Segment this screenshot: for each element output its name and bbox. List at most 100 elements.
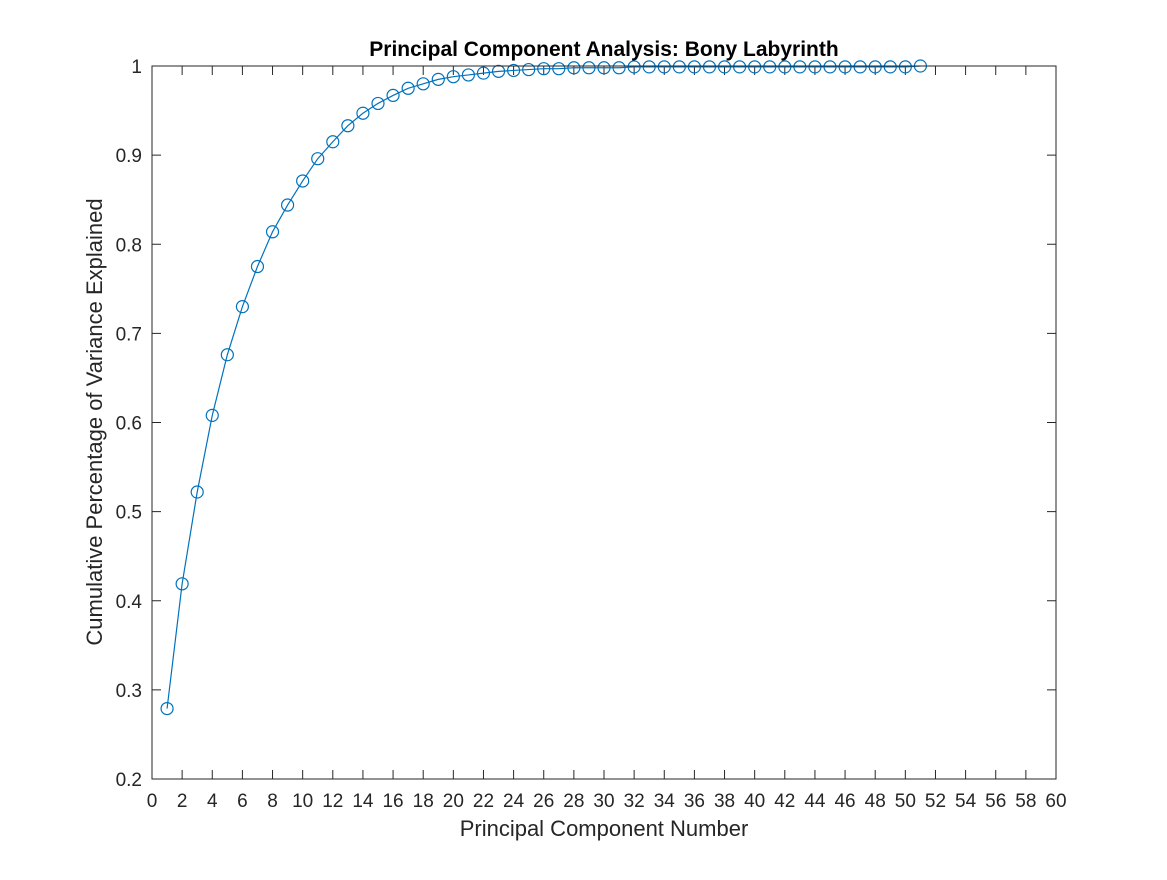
data-point xyxy=(702,60,717,74)
x-tick-label: 58 xyxy=(1015,791,1036,812)
x-tick-label: 26 xyxy=(533,791,554,812)
data-point xyxy=(401,81,415,95)
data-point xyxy=(763,60,777,74)
data-point xyxy=(205,408,219,422)
x-tick-label: 22 xyxy=(473,791,494,812)
series-layer xyxy=(160,59,928,716)
x-tick-label: 46 xyxy=(834,791,855,812)
data-point xyxy=(476,66,491,80)
data-point xyxy=(853,60,867,74)
x-tick-label: 30 xyxy=(593,791,614,812)
x-axis-label: Principal Component Number xyxy=(460,816,749,841)
x-tick-label: 54 xyxy=(955,791,977,812)
x-tick-label: 24 xyxy=(503,791,525,812)
data-point xyxy=(567,61,581,75)
x-tick-label: 52 xyxy=(925,791,946,812)
data-point xyxy=(748,60,762,74)
data-point xyxy=(220,348,234,362)
y-tick-label: 0.2 xyxy=(116,770,142,791)
data-point xyxy=(265,225,280,239)
data-point xyxy=(522,62,536,77)
x-tick-label: 18 xyxy=(413,791,434,812)
x-tick-label: 12 xyxy=(322,791,343,812)
data-point xyxy=(190,485,204,499)
y-tick-label: 0.4 xyxy=(116,592,143,613)
x-tick-label: 10 xyxy=(292,791,313,812)
x-tick-label: 60 xyxy=(1045,791,1066,812)
x-tick-label: 42 xyxy=(774,791,795,812)
y-tick-label: 0.5 xyxy=(116,503,142,524)
x-tick-label: 8 xyxy=(267,791,278,812)
x-tick-label: 44 xyxy=(804,791,826,812)
x-tick-label: 16 xyxy=(382,791,403,812)
x-tick-label: 36 xyxy=(684,791,705,812)
data-point xyxy=(732,60,747,74)
series-line xyxy=(166,65,921,709)
data-point xyxy=(537,62,551,76)
data-point xyxy=(657,60,671,74)
data-point xyxy=(386,88,400,103)
x-tick-label: 2 xyxy=(177,791,188,812)
data-point xyxy=(326,135,340,149)
data-point xyxy=(175,577,189,591)
data-point xyxy=(416,77,430,91)
data-point xyxy=(311,152,325,166)
data-point xyxy=(431,72,445,86)
x-tick-label: 0 xyxy=(147,791,158,812)
x-tick-label: 28 xyxy=(563,791,584,812)
data-point xyxy=(341,119,355,133)
x-tick-label: 50 xyxy=(895,791,916,812)
y-axis-label: Cumulative Percentage of Variance Explai… xyxy=(82,198,107,645)
y-tick-label: 1 xyxy=(131,57,142,78)
data-point xyxy=(371,96,385,111)
data-point xyxy=(250,259,265,274)
data-point xyxy=(296,174,310,188)
data-point xyxy=(612,61,626,75)
data-point xyxy=(491,64,506,78)
data-point xyxy=(823,60,837,74)
data-point xyxy=(642,60,656,74)
data-point xyxy=(552,62,566,76)
data-point xyxy=(627,60,641,74)
chart-title: Principal Component Analysis: Bony Labyr… xyxy=(369,38,838,61)
data-point xyxy=(506,63,521,78)
y-tick-label: 0.8 xyxy=(116,235,142,256)
data-point xyxy=(717,60,732,74)
data-point xyxy=(838,60,852,74)
data-point xyxy=(597,61,611,75)
tick-labels: 0 2 4 6 8 10 12 14 16 18 20 22 24 26 28 30 32 34 36 38 40 42 4… xyxy=(116,57,1067,812)
y-tick-label: 0.9 xyxy=(116,146,142,167)
data-point xyxy=(235,300,249,314)
data-point xyxy=(582,61,596,75)
x-tick-label: 56 xyxy=(985,791,1006,812)
x-tick-label: 6 xyxy=(237,791,248,812)
plot-box xyxy=(151,65,1057,780)
data-point xyxy=(898,60,912,74)
data-point xyxy=(808,60,822,74)
y-tick-label: 0.6 xyxy=(116,414,142,435)
data-point xyxy=(461,68,475,82)
y-tick-label: 0.7 xyxy=(116,324,142,345)
data-point xyxy=(883,60,897,74)
data-point xyxy=(793,60,807,74)
x-tick-label: 48 xyxy=(865,791,886,812)
x-tick-label: 20 xyxy=(443,791,464,812)
x-tick-label: 4 xyxy=(207,791,218,812)
x-tick-label: 34 xyxy=(654,791,676,812)
data-point xyxy=(356,106,370,120)
data-point xyxy=(778,60,792,74)
data-point xyxy=(687,60,702,74)
x-tick-label: 32 xyxy=(624,791,645,812)
data-point xyxy=(868,60,882,74)
y-tick-label: 0.3 xyxy=(116,681,142,702)
data-point xyxy=(160,701,174,716)
plot-background xyxy=(152,66,1056,779)
x-tick-label: 14 xyxy=(352,791,374,812)
data-point xyxy=(446,70,460,84)
x-tick-label: 40 xyxy=(744,791,765,812)
x-tick-label: 38 xyxy=(714,791,735,812)
data-point xyxy=(672,60,686,74)
data-point xyxy=(281,198,295,212)
